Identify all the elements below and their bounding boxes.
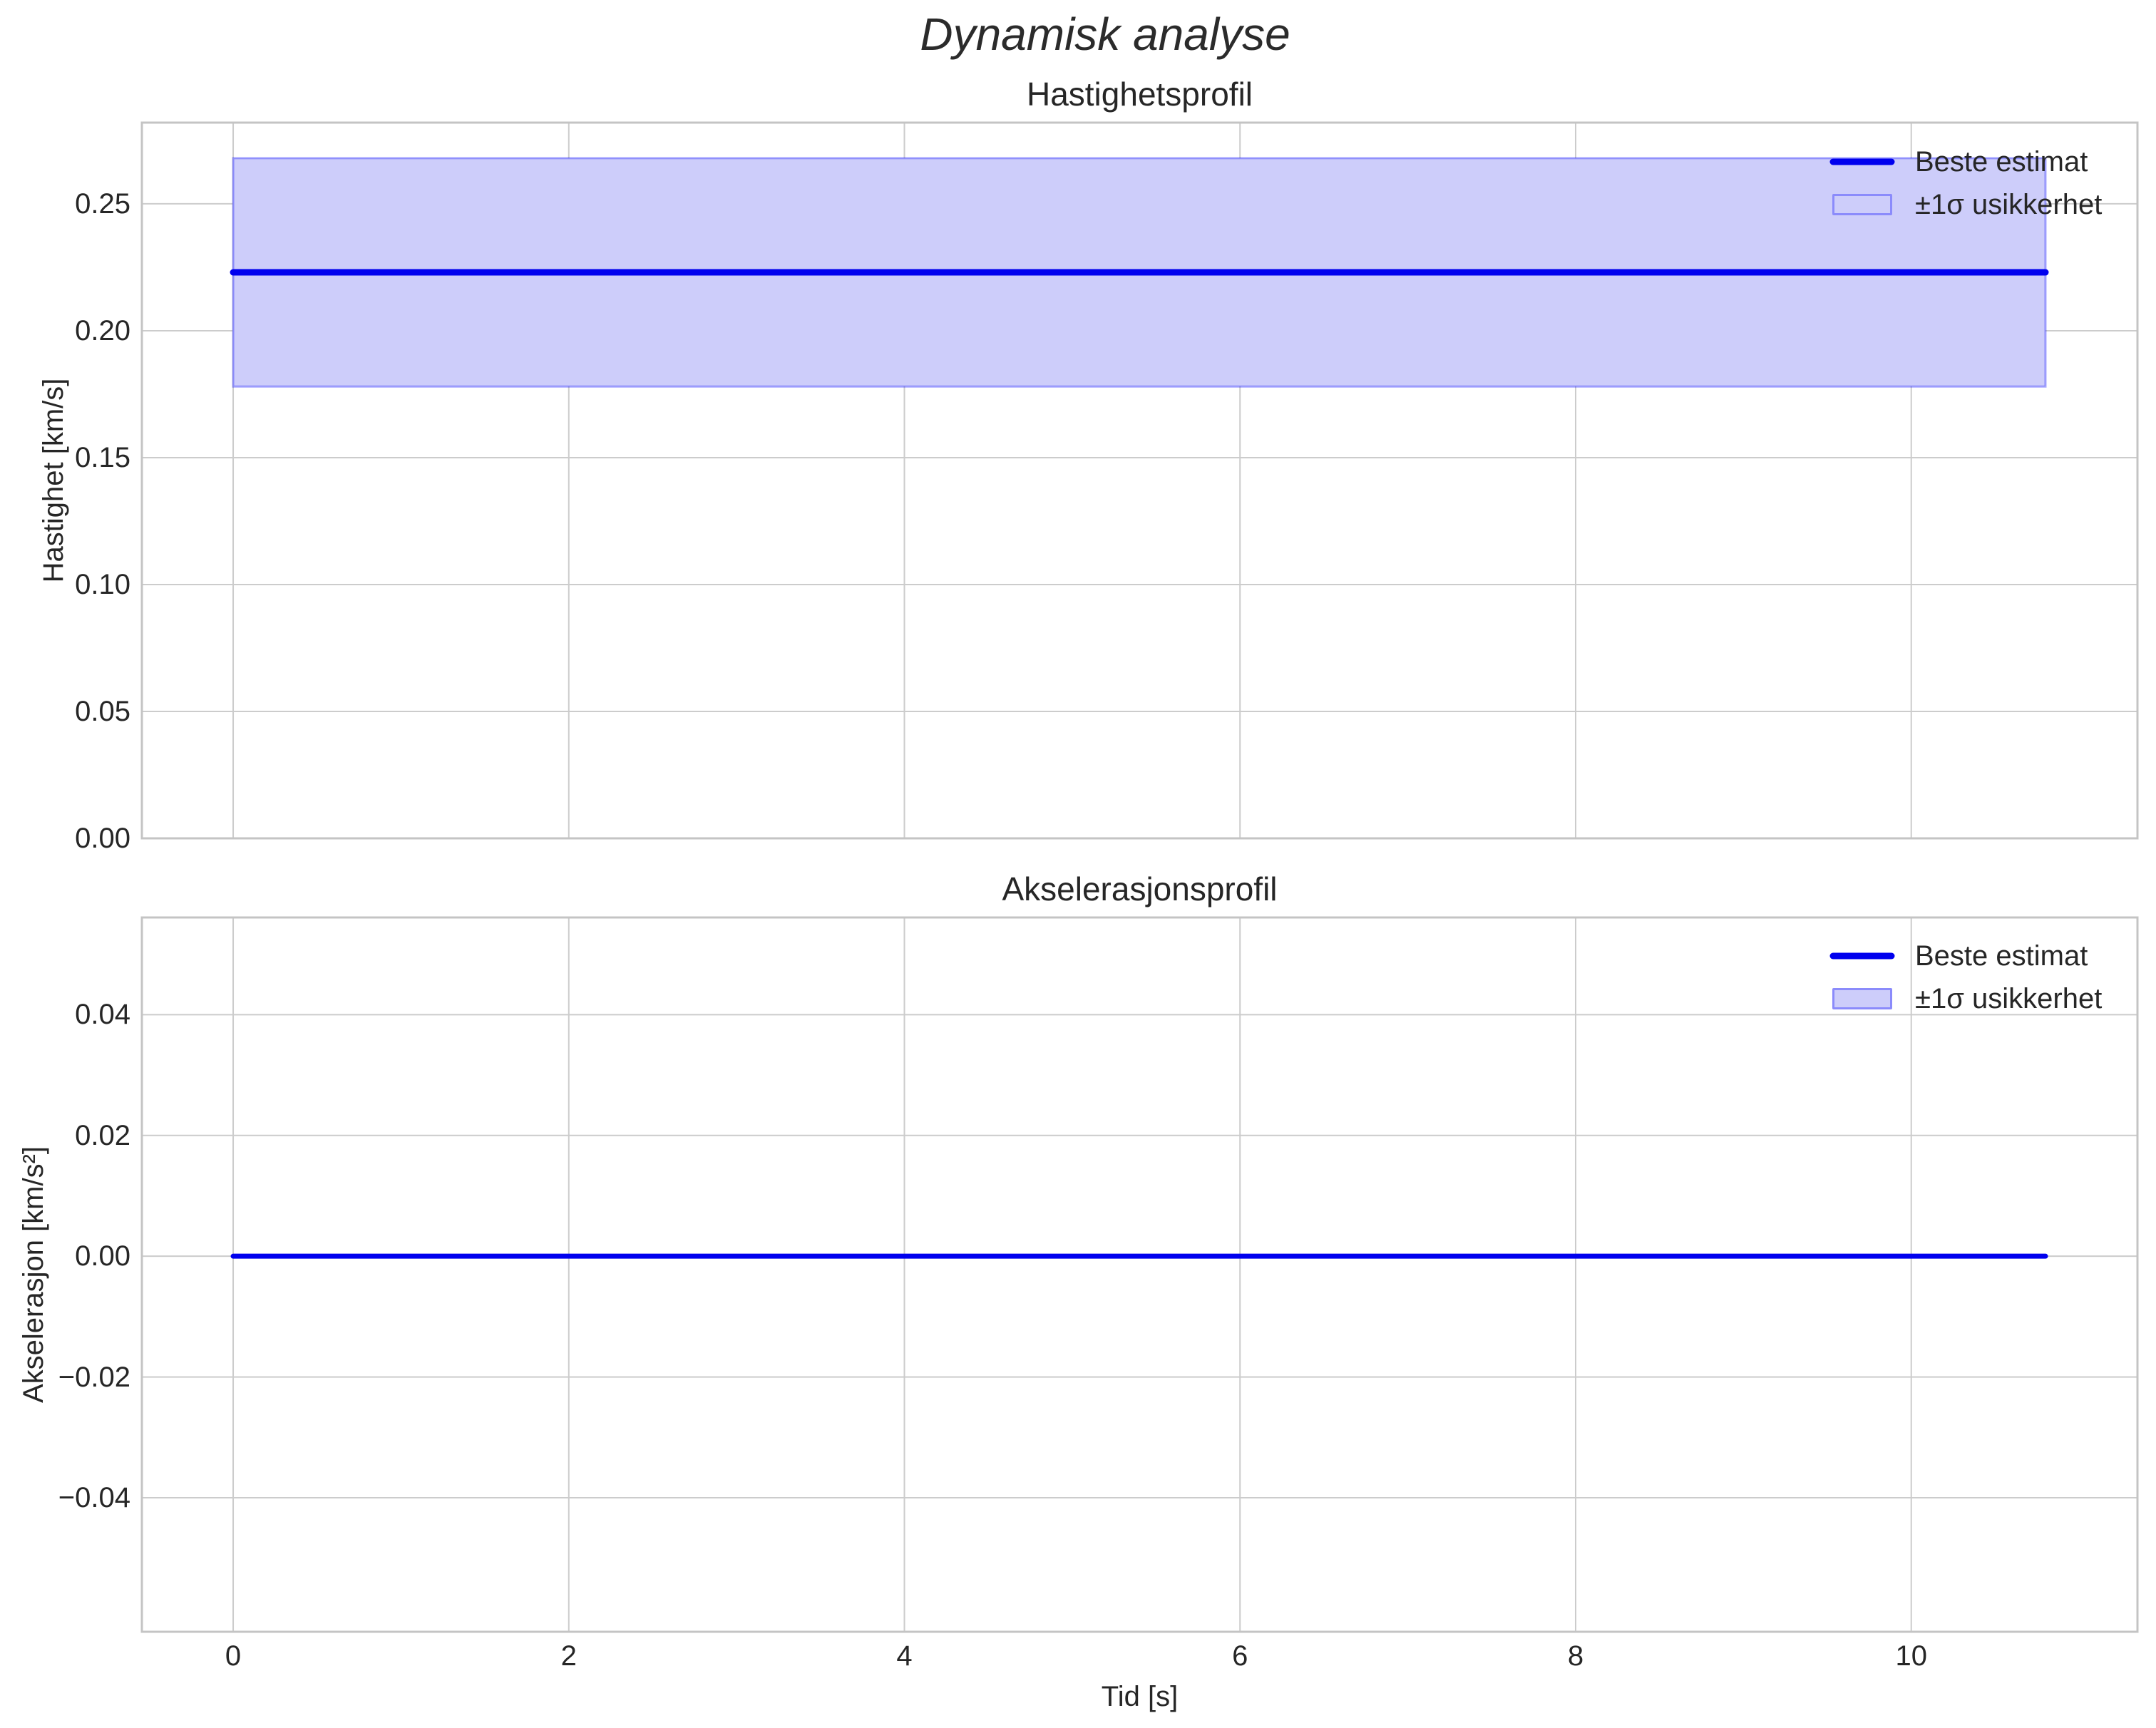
velocity-chart-title: Hastighetsprofil <box>1026 76 1253 113</box>
y-tick-label: −0.04 <box>58 1481 130 1513</box>
acceleration-chart-title: Akselerasjonsprofil <box>1002 870 1278 907</box>
legend-band-label: ±1σ usikkerhet <box>1915 982 2103 1014</box>
x-tick-label: 2 <box>560 1640 577 1672</box>
y-tick-label: 0.05 <box>75 695 130 727</box>
legend-line-swatch-icon <box>1829 158 1895 165</box>
legend-band-swatch-icon <box>1832 194 1892 215</box>
legend-band-swatch-icon <box>1832 988 1892 1009</box>
y-tick-label: 0.15 <box>75 441 130 473</box>
legend-item-best-estimate: Beste estimat <box>1829 146 2102 178</box>
x-tick-label: 4 <box>896 1640 913 1672</box>
velocity-legend: Beste estimat ±1σ usikkerhet <box>1829 146 2102 220</box>
legend-line-label: Beste estimat <box>1915 145 2088 178</box>
x-tick-label: 6 <box>1232 1640 1248 1672</box>
y-tick-label: 0.00 <box>75 1240 130 1272</box>
y-tick-label: 0.20 <box>75 314 130 346</box>
y-tick-label: 0.25 <box>75 187 130 220</box>
x-tick-label: 8 <box>1567 1640 1584 1672</box>
legend-line-label: Beste estimat <box>1915 940 2088 972</box>
x-axis-label: Tid [s] <box>1101 1681 1179 1712</box>
velocity-y-axis-label: Hastighet [km/s] <box>38 378 69 583</box>
x-tick-label: 10 <box>1895 1640 1927 1672</box>
legend-band-label: ±1σ usikkerhet <box>1915 188 2103 220</box>
legend-item-best-estimate: Beste estimat <box>1829 940 2102 972</box>
acceleration-legend: Beste estimat ±1σ usikkerhet <box>1829 940 2102 1014</box>
figure-title: Dynamisk analyse <box>920 9 1290 60</box>
x-tick-label: 0 <box>225 1640 242 1672</box>
y-tick-label: 0.02 <box>75 1119 130 1151</box>
legend-item-uncertainty: ±1σ usikkerhet <box>1829 983 2102 1014</box>
legend-line-swatch-icon <box>1829 952 1895 960</box>
y-tick-label: −0.02 <box>58 1361 130 1393</box>
y-tick-label: 0.04 <box>75 999 130 1031</box>
legend-item-uncertainty: ±1σ usikkerhet <box>1829 189 2102 220</box>
acceleration-y-axis-label: Akselerasjon [km/s²] <box>18 1146 49 1404</box>
y-tick-label: 0.10 <box>75 568 130 600</box>
y-tick-label: 0.00 <box>75 823 130 854</box>
